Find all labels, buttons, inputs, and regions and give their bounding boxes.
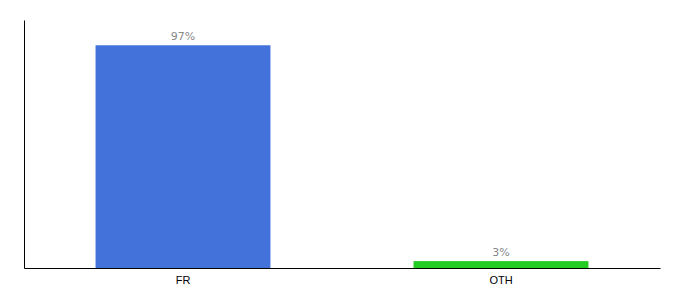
data-label: 97%: [171, 30, 195, 43]
y-axis: [24, 21, 25, 269]
x-axis-line: [25, 268, 661, 269]
data-label: 3%: [492, 246, 509, 259]
x-tick: FR: [176, 274, 191, 286]
bar: [414, 261, 589, 268]
data-labels: 97% 3%: [171, 30, 510, 259]
bars: [96, 45, 589, 268]
plot: FR OTH 97% 3%: [25, 21, 661, 286]
y-axis-line: [24, 21, 25, 269]
x-tick: OTH: [489, 274, 512, 286]
chart: FR OTH 97% 3%: [0, 0, 680, 300]
x-axis: FR OTH: [25, 269, 661, 286]
bar: [96, 45, 271, 268]
x-tick-label: OTH: [489, 274, 512, 286]
x-tick-label: FR: [176, 274, 191, 286]
